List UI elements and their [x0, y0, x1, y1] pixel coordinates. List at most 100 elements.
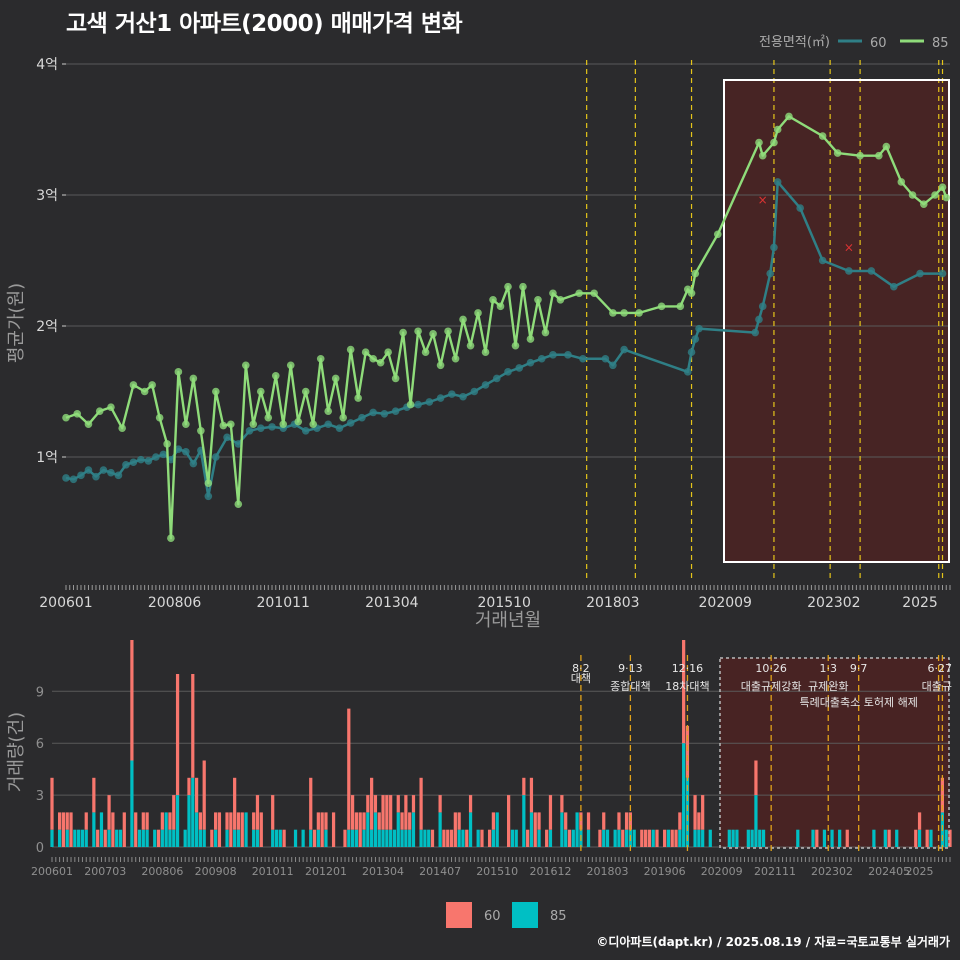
data-point-85: [264, 413, 273, 422]
volume-bar-85: [545, 829, 549, 847]
volume-bar-85: [693, 795, 697, 830]
data-point-60: [504, 368, 512, 376]
volume-bar-60: [830, 829, 834, 847]
volume-bar-60: [408, 829, 412, 847]
volume-bar-85: [316, 812, 320, 830]
data-point-60: [245, 427, 254, 435]
data-point-60: [515, 364, 524, 372]
data-point-60: [92, 472, 100, 481]
data-point-85: [534, 296, 542, 304]
volume-bar-85: [560, 795, 564, 813]
data-point-60: [751, 328, 760, 337]
data-point-85: [234, 500, 243, 508]
x-tick-label: 2025: [902, 595, 938, 611]
volume-bar-85: [350, 795, 355, 830]
volume-bar-85: [271, 795, 275, 830]
data-point-85: [770, 138, 778, 147]
volume-bar-85: [107, 795, 111, 830]
volume-bar-85: [217, 812, 222, 847]
data-point-60: [758, 302, 767, 311]
data-point-85: [575, 289, 583, 298]
data-point-60: [122, 461, 130, 469]
y-tick-label: 2억: [36, 319, 58, 335]
volume-bar-85: [442, 829, 446, 847]
volume-bar-85: [160, 812, 164, 830]
data-point-85: [526, 335, 535, 343]
volume-bar-60: [796, 829, 800, 847]
footer-credit: ©디아파트(dapt.kr) / 2025.08.19 / 자료=국토교통부 실…: [596, 935, 950, 949]
volume-bar-85: [529, 777, 534, 813]
volume-bar-85: [194, 777, 199, 813]
data-point-60: [564, 351, 572, 359]
volume-bar-85: [914, 829, 918, 847]
data-point-85: [931, 191, 939, 199]
volume-bar-60: [944, 829, 948, 847]
chart-title: 고색 거산1 아파트(2000) 매매가격 변화: [66, 11, 463, 37]
volume-bar-60: [57, 829, 62, 847]
volume-bar-60: [130, 760, 134, 847]
volume-bar-85: [628, 812, 632, 830]
volume-bar-85: [309, 777, 313, 830]
volume-bar-60: [438, 812, 442, 847]
data-point-85: [391, 374, 400, 383]
volume-bar-85: [845, 829, 849, 847]
volume-bar-60: [895, 829, 899, 847]
volume-bar-60: [678, 829, 682, 847]
event-text: 종합대책: [610, 680, 650, 693]
volume-bar-60: [175, 795, 180, 847]
volume-bar-60: [107, 829, 111, 847]
bar-y-tick-label: 6: [36, 737, 44, 752]
data-point-60: [346, 419, 355, 427]
data-point-85: [414, 327, 422, 336]
volume-bar-85: [381, 795, 385, 830]
data-point-85: [286, 361, 295, 370]
volume-bar-60: [708, 829, 712, 847]
volume-bar-85: [362, 812, 366, 830]
data-point-85: [481, 348, 490, 357]
volume-bar-85: [145, 812, 149, 830]
data-point-60: [212, 453, 220, 461]
volume-bar-60: [605, 829, 610, 847]
volume-bar-85: [168, 812, 172, 830]
data-point-85: [279, 420, 288, 429]
data-point-60: [549, 351, 557, 359]
data-point-85: [294, 417, 303, 426]
volume-chart: 0 3 6 9 거래량(건) 8·2대책 9·13 종합대책 12·16 18차대책 10·26 대출…: [6, 640, 952, 928]
cancelled-trade-mark: ×: [758, 193, 768, 207]
data-point-85: [833, 149, 842, 157]
volume-bar-85: [198, 812, 203, 830]
event-date: 10·26: [755, 662, 787, 675]
data-point-85: [167, 534, 175, 543]
x-tick-label: 201510: [478, 595, 531, 611]
volume-bar-85: [624, 812, 629, 830]
data-point-60: [369, 408, 377, 417]
data-point-60: [129, 458, 138, 467]
volume-bar-60: [697, 829, 701, 847]
data-point-60: [144, 457, 153, 465]
volume-bar-60: [522, 795, 526, 847]
data-point-60: [223, 433, 231, 442]
volume-bar-85: [347, 708, 351, 830]
data-point-85: [657, 302, 666, 311]
volume-bar-60: [172, 829, 176, 847]
data-point-60: [448, 390, 456, 398]
data-point-85: [466, 341, 475, 350]
volume-bar-60: [362, 829, 366, 847]
volume-bar-60: [278, 829, 282, 847]
data-point-60: [916, 269, 924, 278]
volume-bar-85: [175, 674, 180, 796]
data-point-85: [818, 132, 827, 140]
event-text: 대출규: [922, 680, 952, 693]
volume-bar-60: [811, 829, 815, 847]
volume-bar-60: [164, 812, 168, 847]
data-point-85: [436, 361, 445, 370]
volume-bar-60: [632, 829, 636, 847]
data-point-60: [938, 269, 947, 278]
data-point-60: [301, 427, 310, 435]
volume-bar-85: [598, 829, 602, 847]
bar-x-tick-label: 201612: [529, 865, 571, 878]
volume-bar-85: [320, 812, 324, 847]
volume-bar-60: [73, 829, 77, 847]
volume-bar-60: [309, 829, 313, 847]
bar-x-tick-label: 201906: [644, 865, 686, 878]
